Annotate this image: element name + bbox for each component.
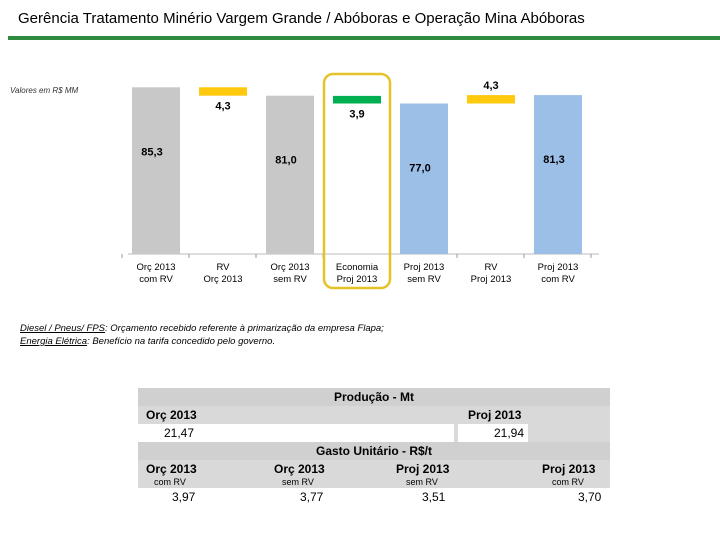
title-rule	[8, 36, 720, 40]
unit-cost-2-value: 3,51	[422, 490, 446, 504]
units-label: Valores em R$ MM	[10, 86, 79, 95]
notes: Diesel / Pneus/ FPS: Orçamento recebido …	[20, 322, 384, 348]
data-label-2: 4,3	[215, 101, 230, 113]
note-energia: Energia Elétrica: Benefício na tarifa co…	[20, 335, 384, 348]
data-label-4: 3,9	[349, 109, 364, 121]
unit-cost-title: Gasto Unitário - R$/t	[138, 442, 610, 460]
unit-cost-1-sub: sem RV	[282, 477, 314, 487]
production-orc-value: 21,47	[164, 426, 195, 440]
production-filler	[528, 424, 610, 442]
category-label-3-line-1: Orç 2013	[270, 262, 309, 273]
summary-table: Produção - Mt Orç 2013 Proj 2013 21,47 2…	[138, 388, 610, 506]
unit-cost-0-label: Orç 2013	[146, 462, 197, 476]
category-label-5-line-2: sem RV	[407, 274, 441, 285]
category-label-2-line-1: RV	[216, 262, 230, 273]
category-label-2-line-2: Orç 2013	[203, 274, 242, 285]
category-label-5-line-1: Proj 2013	[404, 262, 445, 273]
production-title: Produção - Mt	[138, 388, 610, 406]
data-label-1: 85,3	[141, 146, 162, 158]
note-diesel-key: Diesel / Pneus/ FPS	[20, 323, 106, 334]
category-label-7-line-2: com RV	[541, 274, 575, 285]
unit-cost-3-value: 3,70	[578, 490, 602, 504]
unit-cost-0-sub: com RV	[154, 477, 186, 487]
production-divider	[454, 424, 458, 442]
data-label-3: 81,0	[275, 155, 296, 167]
unit-cost-1-value: 3,77	[300, 490, 324, 504]
category-label-4-line-1: Economia	[336, 262, 379, 273]
production-orc-label: Orç 2013	[146, 408, 197, 422]
bar-3	[266, 95, 314, 254]
highlight-frame	[322, 72, 392, 290]
unit-cost-1-label: Orç 2013	[274, 462, 325, 476]
production-value-row: 21,47 21,94	[138, 424, 610, 442]
category-label-1-line-2: com RV	[139, 274, 173, 285]
production-proj-value: 21,94	[494, 426, 525, 440]
bar-1	[132, 87, 180, 254]
unit-cost-0-value: 3,97	[172, 490, 196, 504]
unit-cost-label-row: Orç 2013 com RV Orç 2013 sem RV Proj 201…	[138, 460, 610, 488]
unit-cost-2-sub: sem RV	[406, 477, 438, 487]
category-label-7-line-1: Proj 2013	[538, 262, 579, 273]
category-label-4-line-2: Proj 2013	[337, 274, 378, 285]
category-label-1-line-1: Orç 2013	[136, 262, 175, 273]
unit-cost-3-sub: com RV	[552, 477, 584, 487]
data-label-5: 77,0	[409, 163, 430, 175]
bar-7	[534, 95, 582, 254]
note-energia-text: : Benefício na tarifa concedido pelo gov…	[87, 336, 276, 347]
page-title: Gerência Tratamento Minério Vargem Grand…	[18, 10, 585, 27]
unit-cost-value-row: 3,97 3,77 3,51 3,70	[138, 488, 610, 506]
bar-6	[467, 95, 515, 104]
production-label-row: Orç 2013 Proj 2013	[138, 406, 610, 424]
category-label-6-line-1: RV	[484, 262, 498, 273]
note-energia-key: Energia Elétrica	[20, 336, 88, 347]
category-label-3-line-2: sem RV	[273, 274, 307, 285]
unit-cost-3-label: Proj 2013	[542, 462, 596, 476]
unit-cost-2-label: Proj 2013	[396, 462, 450, 476]
note-diesel-text: : Orçamento recebido referente à primari…	[105, 323, 384, 334]
bar-5	[400, 103, 448, 254]
data-label-6: 4,3	[483, 80, 498, 92]
bar-2	[199, 87, 247, 96]
production-proj-label: Proj 2013	[468, 408, 522, 422]
category-label-6-line-2: Proj 2013	[471, 274, 512, 285]
note-diesel: Diesel / Pneus/ FPS: Orçamento recebido …	[20, 322, 384, 335]
data-label-7: 81,3	[543, 154, 564, 166]
bar-4	[333, 95, 381, 104]
